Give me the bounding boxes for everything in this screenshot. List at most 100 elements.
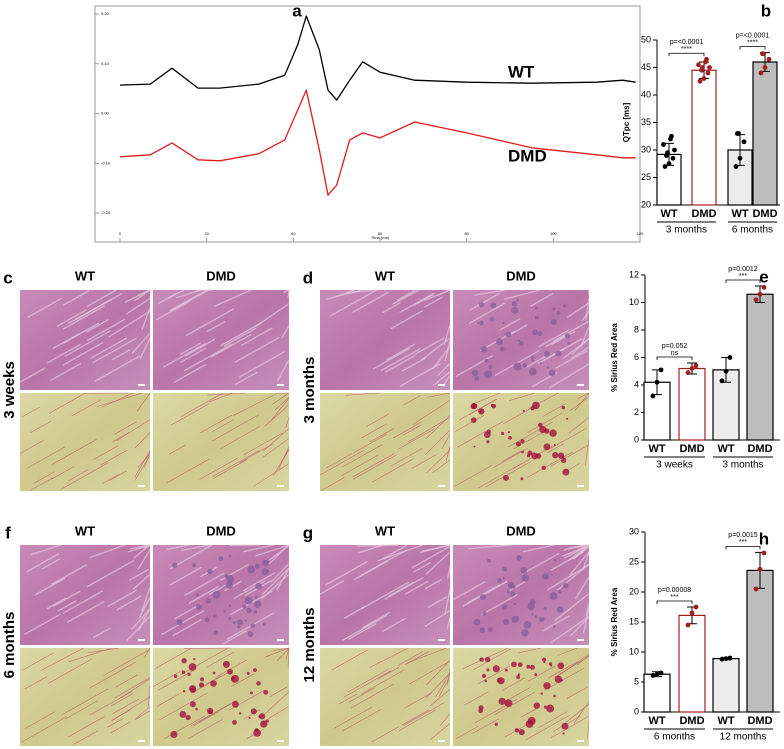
micrograph xyxy=(453,289,590,390)
fiber-streak xyxy=(73,730,99,745)
infiltrate xyxy=(520,567,528,574)
fibrosis xyxy=(504,699,513,708)
fiber-streak xyxy=(272,392,290,405)
data-point xyxy=(736,131,741,136)
data-point xyxy=(658,367,664,373)
infiltrate xyxy=(172,562,178,568)
fiber-streak xyxy=(334,706,373,729)
fiber-streak xyxy=(572,544,590,560)
data-point xyxy=(723,368,729,374)
fiber-streak xyxy=(435,673,451,698)
fiber-streak xyxy=(352,291,389,313)
fiber-streak xyxy=(94,355,141,382)
fibrosis xyxy=(248,716,251,720)
infiltrate xyxy=(555,350,562,357)
fibrosis xyxy=(526,664,531,669)
fiber-streak xyxy=(550,715,590,739)
column-header: WT xyxy=(375,268,395,283)
infiltrate xyxy=(523,621,532,629)
fiber-streak xyxy=(86,289,117,308)
fibrosis xyxy=(484,656,491,663)
fiber-streak xyxy=(469,292,500,311)
fiber-streak xyxy=(525,354,548,369)
micrograph-bg xyxy=(20,545,150,645)
fiber-streak xyxy=(350,683,394,709)
x-tick-label: 60 xyxy=(378,231,383,236)
fiber-streak xyxy=(546,443,564,454)
fiber-streak xyxy=(64,330,111,358)
fiber-streak xyxy=(557,563,590,591)
fibrosis xyxy=(533,702,541,709)
fiber-streak xyxy=(270,563,290,583)
fiber-streak xyxy=(411,545,451,569)
fibrosis xyxy=(200,677,204,682)
fiber-streak xyxy=(563,544,585,551)
y-tick-label: 10 xyxy=(629,646,639,656)
micrograph xyxy=(453,392,590,491)
micrograph-bg xyxy=(153,290,289,390)
fiber-streak xyxy=(424,289,451,302)
fiber-streak xyxy=(27,297,62,318)
fiber-streak xyxy=(48,658,93,684)
x-tick-label: DMD xyxy=(679,715,704,727)
scale-bar xyxy=(277,485,284,487)
fiber-streak xyxy=(403,395,422,406)
plot-frame xyxy=(94,5,641,243)
fiber-streak xyxy=(425,429,451,455)
fiber-streak xyxy=(34,471,55,484)
fiber-streak xyxy=(335,289,355,298)
fiber-streak xyxy=(403,425,421,436)
fiber-streak xyxy=(207,392,246,396)
data-point xyxy=(727,655,733,661)
bar xyxy=(643,673,671,713)
infiltrate xyxy=(176,619,183,626)
row-label: 3 weeks xyxy=(1,361,18,419)
fiber-streak xyxy=(109,470,127,481)
fiber-streak xyxy=(478,462,523,489)
infiltrate xyxy=(254,596,258,599)
x-tick-label: 120 xyxy=(637,231,644,236)
fiber-streak xyxy=(587,720,590,739)
fiber-streak xyxy=(62,342,104,366)
data-point xyxy=(685,622,691,628)
infiltrate xyxy=(513,603,516,606)
fibrosis xyxy=(230,676,235,681)
fiber-streak xyxy=(485,461,532,488)
fibrosis xyxy=(530,664,535,670)
scale-bar xyxy=(438,639,445,641)
data-point xyxy=(697,78,703,84)
fibrosis xyxy=(549,429,557,437)
infiltrate xyxy=(479,302,485,308)
fiber-streak xyxy=(319,580,345,595)
scale-bar xyxy=(138,384,145,386)
fiber-streak xyxy=(143,451,151,469)
fiber-streak xyxy=(138,597,151,619)
fiber-streak xyxy=(224,580,243,592)
fiber-streak xyxy=(131,332,151,354)
p-value: p=<0.0001 xyxy=(736,32,770,39)
infiltrate xyxy=(516,555,522,561)
fiber-streak xyxy=(408,416,451,443)
fibrosis xyxy=(562,468,570,476)
significance: **** xyxy=(747,39,758,46)
fiber-streak xyxy=(421,544,451,552)
fiber-streak xyxy=(546,563,590,591)
fiber-streak xyxy=(137,549,151,570)
infiltrate xyxy=(528,367,537,376)
y-tick-label: 2 xyxy=(634,407,639,417)
fiber-streak xyxy=(562,338,590,359)
fiber-streak xyxy=(276,359,290,382)
fiber-streak xyxy=(382,617,406,632)
fiber-streak xyxy=(158,670,194,691)
fiber-streak xyxy=(199,703,232,722)
fiber-streak xyxy=(156,692,181,707)
fiber-streak xyxy=(545,667,585,691)
panel-letter: e xyxy=(759,267,768,286)
y-tick-label: 0 xyxy=(634,706,639,716)
fibrosis xyxy=(521,450,524,454)
infiltrate xyxy=(542,572,549,580)
fiber-streak xyxy=(47,343,81,364)
fiber-streak xyxy=(424,296,443,308)
infiltrate xyxy=(563,582,569,589)
infiltrate xyxy=(191,563,197,568)
